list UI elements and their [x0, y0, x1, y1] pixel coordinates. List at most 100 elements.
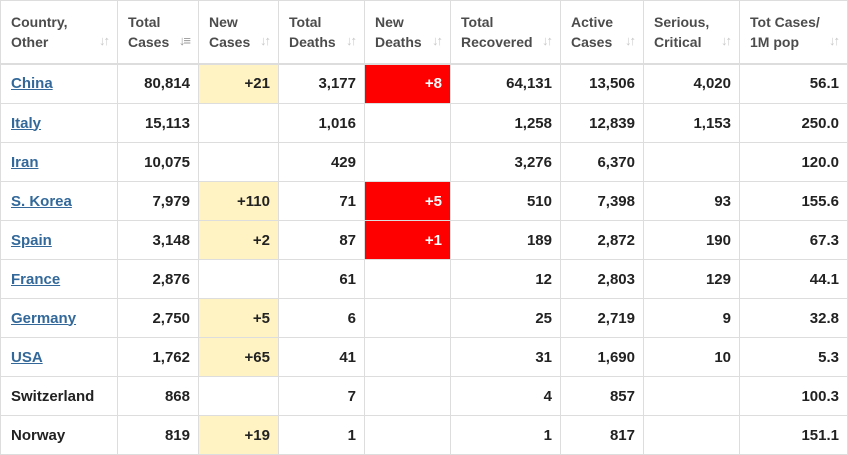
country-cell: Norway [0, 415, 118, 455]
country-name: Norway [11, 426, 66, 444]
column-header-label: Active Cases [571, 13, 614, 50]
total-cases-cell: 80,814 [117, 63, 199, 104]
total-deaths-cell: 3,177 [278, 63, 365, 104]
table-row: Norway 819 +19 1 1 817 151.1 [0, 415, 848, 455]
column-header-label: Total Recovered [461, 13, 533, 50]
serious-critical-cell: 10 [643, 337, 740, 377]
sort-both-icon: ↓↑ [829, 32, 840, 48]
table-row: S. Korea 7,979 +110 71 +5 510 7,398 93 155.6 [0, 181, 848, 221]
new-deaths-cell [364, 259, 451, 299]
country-cell: USA [0, 337, 118, 377]
new-deaths-cell [364, 103, 451, 143]
serious-critical-cell: 129 [643, 259, 740, 299]
column-header-tot-cases-per-1m[interactable]: Tot Cases/ 1M pop ↓↑ [739, 0, 848, 65]
total-recovered-cell: 510 [450, 181, 561, 221]
active-cases-cell: 1,690 [560, 337, 644, 377]
tot-cases-per-1m-cell: 151.1 [739, 415, 848, 455]
active-cases-cell: 817 [560, 415, 644, 455]
column-header-new-deaths[interactable]: New Deaths ↓↑ [364, 0, 451, 65]
total-cases-cell: 819 [117, 415, 199, 455]
new-deaths-cell: +5 [364, 181, 451, 221]
sort-both-icon: ↓↑ [260, 32, 271, 48]
tot-cases-per-1m-cell: 100.3 [739, 376, 848, 416]
serious-critical-cell: 9 [643, 298, 740, 338]
tot-cases-per-1m-cell: 56.1 [739, 63, 848, 104]
total-deaths-cell: 1,016 [278, 103, 365, 143]
country-link[interactable]: Italy [11, 114, 42, 132]
serious-critical-cell: 190 [643, 220, 740, 260]
country-link[interactable]: Germany [11, 309, 77, 327]
total-recovered-cell: 4 [450, 376, 561, 416]
column-header-label: Total Cases [128, 13, 170, 50]
new-cases-cell: +21 [198, 63, 279, 104]
table-row: Switzerland 868 7 4 857 100.3 [0, 376, 848, 416]
country-link[interactable]: France [11, 270, 61, 288]
active-cases-cell: 12,839 [560, 103, 644, 143]
new-cases-cell: +19 [198, 415, 279, 455]
total-recovered-cell: 1,258 [450, 103, 561, 143]
country-cell: Italy [0, 103, 118, 143]
sort-both-icon: ↓↑ [346, 32, 357, 48]
serious-critical-cell: 1,153 [643, 103, 740, 143]
country-link[interactable]: USA [11, 348, 43, 366]
column-header-total-deaths[interactable]: Total Deaths ↓↑ [278, 0, 365, 65]
active-cases-cell: 13,506 [560, 63, 644, 104]
total-recovered-cell: 31 [450, 337, 561, 377]
column-header-country[interactable]: Country, Other ↓↑ [0, 0, 118, 65]
column-header-new-cases[interactable]: New Cases ↓↑ [198, 0, 279, 65]
country-cell: Germany [0, 298, 118, 338]
total-recovered-cell: 3,276 [450, 142, 561, 182]
table-body: China 80,814 +21 3,177 +8 64,131 13,506 4,020 56… [0, 63, 848, 455]
country-link[interactable]: Spain [11, 231, 52, 249]
country-cell: France [0, 259, 118, 299]
new-deaths-cell: +1 [364, 220, 451, 260]
country-cell: S. Korea [0, 181, 118, 221]
country-link[interactable]: China [11, 75, 53, 93]
total-deaths-cell: 41 [278, 337, 365, 377]
table-row: China 80,814 +21 3,177 +8 64,131 13,506 4,020 56… [0, 63, 848, 104]
sort-both-icon: ↓↑ [99, 32, 110, 48]
country-link[interactable]: Iran [11, 153, 39, 171]
new-cases-cell [198, 376, 279, 416]
total-cases-cell: 2,750 [117, 298, 199, 338]
serious-critical-cell: 4,020 [643, 63, 740, 104]
new-deaths-cell [364, 337, 451, 377]
total-deaths-cell: 71 [278, 181, 365, 221]
new-cases-cell [198, 103, 279, 143]
serious-critical-cell [643, 142, 740, 182]
active-cases-cell: 7,398 [560, 181, 644, 221]
new-deaths-cell [364, 142, 451, 182]
total-recovered-cell: 25 [450, 298, 561, 338]
sort-both-icon: ↓↑ [625, 32, 636, 48]
table-header-row: Country, Other ↓↑ Total Cases ↓≡ New Cases… [0, 0, 848, 65]
total-recovered-cell: 64,131 [450, 63, 561, 104]
tot-cases-per-1m-cell: 250.0 [739, 103, 848, 143]
column-header-total-recovered[interactable]: Total Recovered ↓↑ [450, 0, 561, 65]
table-row: Spain 3,148 +2 87 +1 189 2,872 190 67.3 [0, 220, 848, 260]
sort-both-icon: ↓↑ [432, 32, 443, 48]
column-header-label: Serious, Critical [654, 13, 710, 50]
column-header-total-cases[interactable]: Total Cases ↓≡ [117, 0, 199, 65]
country-cell: Iran [0, 142, 118, 182]
active-cases-cell: 2,872 [560, 220, 644, 260]
tot-cases-per-1m-cell: 120.0 [739, 142, 848, 182]
column-header-active-cases[interactable]: Active Cases ↓↑ [560, 0, 644, 65]
sort-both-icon: ↓↑ [721, 32, 732, 48]
new-deaths-cell [364, 298, 451, 338]
total-recovered-cell: 12 [450, 259, 561, 299]
column-header-label: Tot Cases/ 1M pop [750, 13, 820, 50]
total-cases-cell: 3,148 [117, 220, 199, 260]
active-cases-cell: 2,803 [560, 259, 644, 299]
total-cases-cell: 868 [117, 376, 199, 416]
column-header-label: Total Deaths [289, 13, 336, 50]
serious-critical-cell [643, 415, 740, 455]
table-row: Iran 10,075 429 3,276 6,370 120.0 [0, 142, 848, 182]
new-cases-cell [198, 142, 279, 182]
country-cell: Spain [0, 220, 118, 260]
total-cases-cell: 7,979 [117, 181, 199, 221]
country-link[interactable]: S. Korea [11, 192, 72, 210]
tot-cases-per-1m-cell: 67.3 [739, 220, 848, 260]
total-cases-cell: 2,876 [117, 259, 199, 299]
column-header-serious-critical[interactable]: Serious, Critical ↓↑ [643, 0, 740, 65]
